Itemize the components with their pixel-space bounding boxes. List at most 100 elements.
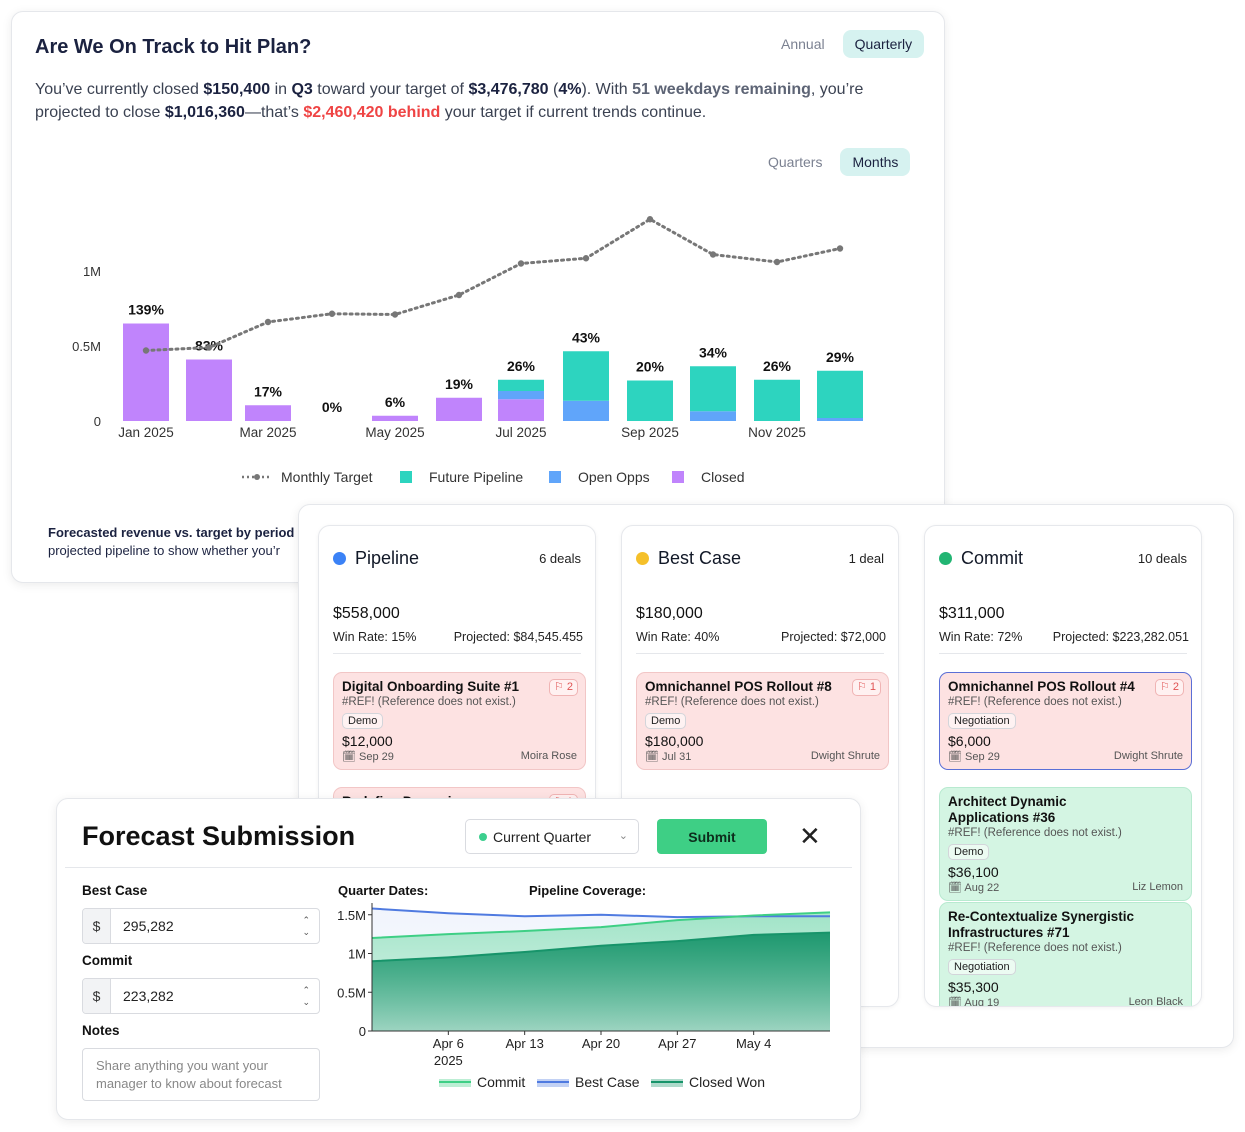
period-annual[interactable]: Annual	[781, 36, 825, 52]
deal-card[interactable]: Omnichannel POS Rollout #8 ⚐ 1 #REF! (Refe…	[636, 672, 889, 770]
deal-owner: Liz Lemon	[1132, 881, 1183, 893]
stepper-icon[interactable]: ⌃ ⌄	[302, 915, 310, 937]
deal-title: Omnichannel POS Rollout #4	[948, 679, 1135, 694]
flag-icon[interactable]: ⚐ 1	[851, 679, 881, 696]
bar-future-pipeline	[563, 351, 609, 401]
deal-footer: 🗓 Aug 22 Liz Lemon	[948, 881, 1183, 894]
deal-card[interactable]: Omnichannel POS Rollout #4 ⚐ 2 #REF! (Refe…	[939, 672, 1192, 770]
y-tick-label: 0	[94, 414, 101, 429]
target-point	[205, 344, 213, 351]
plan-title: Are We On Track to Hit Plan?	[35, 36, 312, 58]
target-point	[328, 310, 336, 317]
divider	[636, 653, 884, 654]
x-tick-label: Jul 2025	[495, 425, 546, 440]
modal-title: Forecast Submission	[82, 821, 356, 851]
bar-label: 34%	[699, 344, 728, 360]
deal-card[interactable]: Re-Contextualize Synergistic Infrastruct…	[939, 902, 1192, 1007]
view-quarters[interactable]: Quarters	[768, 154, 823, 170]
notes-textarea[interactable]: Share anything you want your manager to …	[82, 1048, 320, 1101]
y-tick-label: 1.5M	[337, 908, 366, 923]
stepper-icon[interactable]: ⌃ ⌄	[302, 985, 310, 1007]
bar-open-opps	[817, 418, 863, 421]
plan-footnote: Forecasted revenue vs. target by period …	[48, 525, 295, 558]
period-toggle: Annual Quarterly	[769, 30, 925, 58]
bar-future-pipeline	[627, 380, 673, 421]
legend-label: Future Pipeline	[429, 469, 523, 485]
coverage-legend: Commit Best Case Closed Won	[439, 1074, 765, 1090]
flag-icon[interactable]: ⚐ 2	[548, 679, 578, 696]
deal-owner: Leon Black	[1128, 996, 1183, 1007]
stage-badge: Demo	[342, 713, 384, 729]
x-tick-label: Apr 27	[658, 1036, 696, 1051]
close-date: 🗓 Aug 22	[948, 882, 1000, 894]
commit-input[interactable]: $ 223,282 ⌃ ⌄	[82, 978, 320, 1014]
y-tick-label: 0	[359, 1024, 366, 1039]
column-header: Best Case 1 deal	[636, 548, 884, 569]
line-commit	[371, 911, 831, 939]
commit-label: Commit	[82, 953, 133, 968]
x-tick-label: Mar 2025	[239, 425, 296, 440]
area-closed-won	[372, 932, 830, 1031]
close-date: 🗓 Aug 19	[948, 997, 1000, 1007]
bar-closed	[245, 405, 291, 421]
projected-value: Projected: $72,000	[781, 630, 886, 644]
legend-label: Closed Won	[689, 1074, 765, 1090]
submit-button[interactable]: Submit	[657, 819, 767, 854]
deal-footer: 🗓 Sep 29 Moira Rose	[342, 750, 577, 763]
quarter-select[interactable]: Current Quarter ⌄	[465, 819, 639, 854]
flag-icon[interactable]: ⚐ 2	[1154, 679, 1184, 696]
stage-badge: Demo	[645, 713, 687, 729]
stage-badge: Negotiation	[948, 959, 1016, 975]
chevron-down-icon: ⌄	[618, 830, 628, 842]
period-quarterly[interactable]: Quarterly	[842, 30, 925, 58]
bar-label: 43%	[572, 329, 601, 345]
deal-count: 6 deals	[539, 551, 581, 566]
divider	[333, 653, 581, 654]
commit-value[interactable]: 223,282	[123, 988, 174, 1004]
bar-closed	[498, 399, 544, 421]
deal-footer: 🗓 Aug 19 Leon Black	[948, 996, 1183, 1007]
deal-card[interactable]: Digital Onboarding Suite #1 ⚐ 2 #REF! (Ref…	[333, 672, 586, 770]
bar-label: 19%	[445, 376, 474, 392]
target-point	[455, 291, 463, 299]
deal-value: $12,000	[342, 733, 393, 749]
column-title: Pipeline	[355, 548, 420, 568]
x-tick-label: May 4	[736, 1036, 771, 1051]
status-dot-icon	[479, 832, 487, 841]
close-date: 🗓 Sep 29	[342, 751, 394, 763]
best-case-value[interactable]: 295,282	[123, 918, 174, 934]
column-stats: Win Rate: 15% Projected: $84,545.455	[333, 630, 583, 644]
close-icon[interactable]: ✕	[799, 821, 821, 851]
bar-label: 20%	[636, 359, 665, 375]
legend-label: Commit	[477, 1074, 525, 1090]
column-title: Commit	[961, 548, 1023, 568]
deal-card[interactable]: Architect Dynamic Applications #36 #REF! …	[939, 787, 1192, 901]
x-tick-label: Sep 2025	[621, 425, 679, 440]
bar-label: 29%	[826, 349, 855, 365]
stage-badge: Demo	[948, 844, 990, 860]
close-date: 🗓 Jul 31	[645, 751, 692, 763]
deal-title: Architect Dynamic Applications #36	[948, 794, 1067, 825]
stage-badge: Negotiation	[948, 713, 1016, 729]
bar-open-opps	[498, 391, 544, 400]
deal-title: Digital Onboarding Suite #1	[342, 679, 520, 694]
column-amount: $558,000	[333, 605, 400, 622]
deal-count: 10 deals	[1137, 551, 1187, 566]
legend-label: Closed	[701, 469, 745, 485]
column-amount: $311,000	[939, 605, 1005, 622]
bar-closed	[436, 397, 482, 421]
target-point	[709, 251, 717, 258]
x-tick-label: Apr 20	[582, 1036, 620, 1051]
target-point	[773, 258, 781, 266]
target-point	[836, 245, 844, 252]
deal-reference: #REF! (Reference does not exist.)	[948, 942, 1122, 954]
best-case-input[interactable]: $ 295,282 ⌃ ⌄	[82, 908, 320, 944]
projected-value: Projected: $223,282.051	[1052, 630, 1189, 644]
target-point	[582, 255, 590, 262]
currency-addon: $	[83, 909, 111, 943]
view-months[interactable]: Months	[840, 148, 911, 176]
deal-value: $180,000	[645, 733, 704, 749]
target-point	[517, 260, 525, 267]
win-rate: Win Rate: 40%	[636, 630, 720, 644]
